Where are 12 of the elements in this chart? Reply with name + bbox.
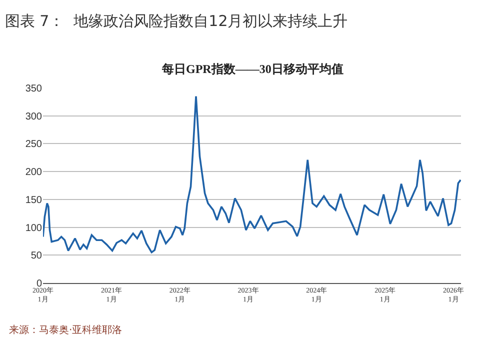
chart-title: 图表 7： 地缘政治风险指数自12月初以来持续上升: [4, 12, 348, 30]
y-tick-label: 50: [30, 250, 42, 262]
y-tick-label: 350: [25, 84, 42, 94]
line-series: [43, 95, 461, 254]
y-tick-label: 150: [25, 194, 42, 206]
y-tick-label: 300: [25, 111, 42, 122]
y-tick-label: 0: [36, 278, 42, 290]
source-note: 来源：马泰奥·亚科维耶洛: [9, 324, 122, 336]
chart-subtitle: 每日GPR指数——30日移动平均值: [161, 62, 344, 76]
y-tick-label: 200: [25, 167, 42, 178]
y-tick-label: 100: [25, 222, 42, 234]
y-tick-label: 250: [25, 139, 42, 150]
